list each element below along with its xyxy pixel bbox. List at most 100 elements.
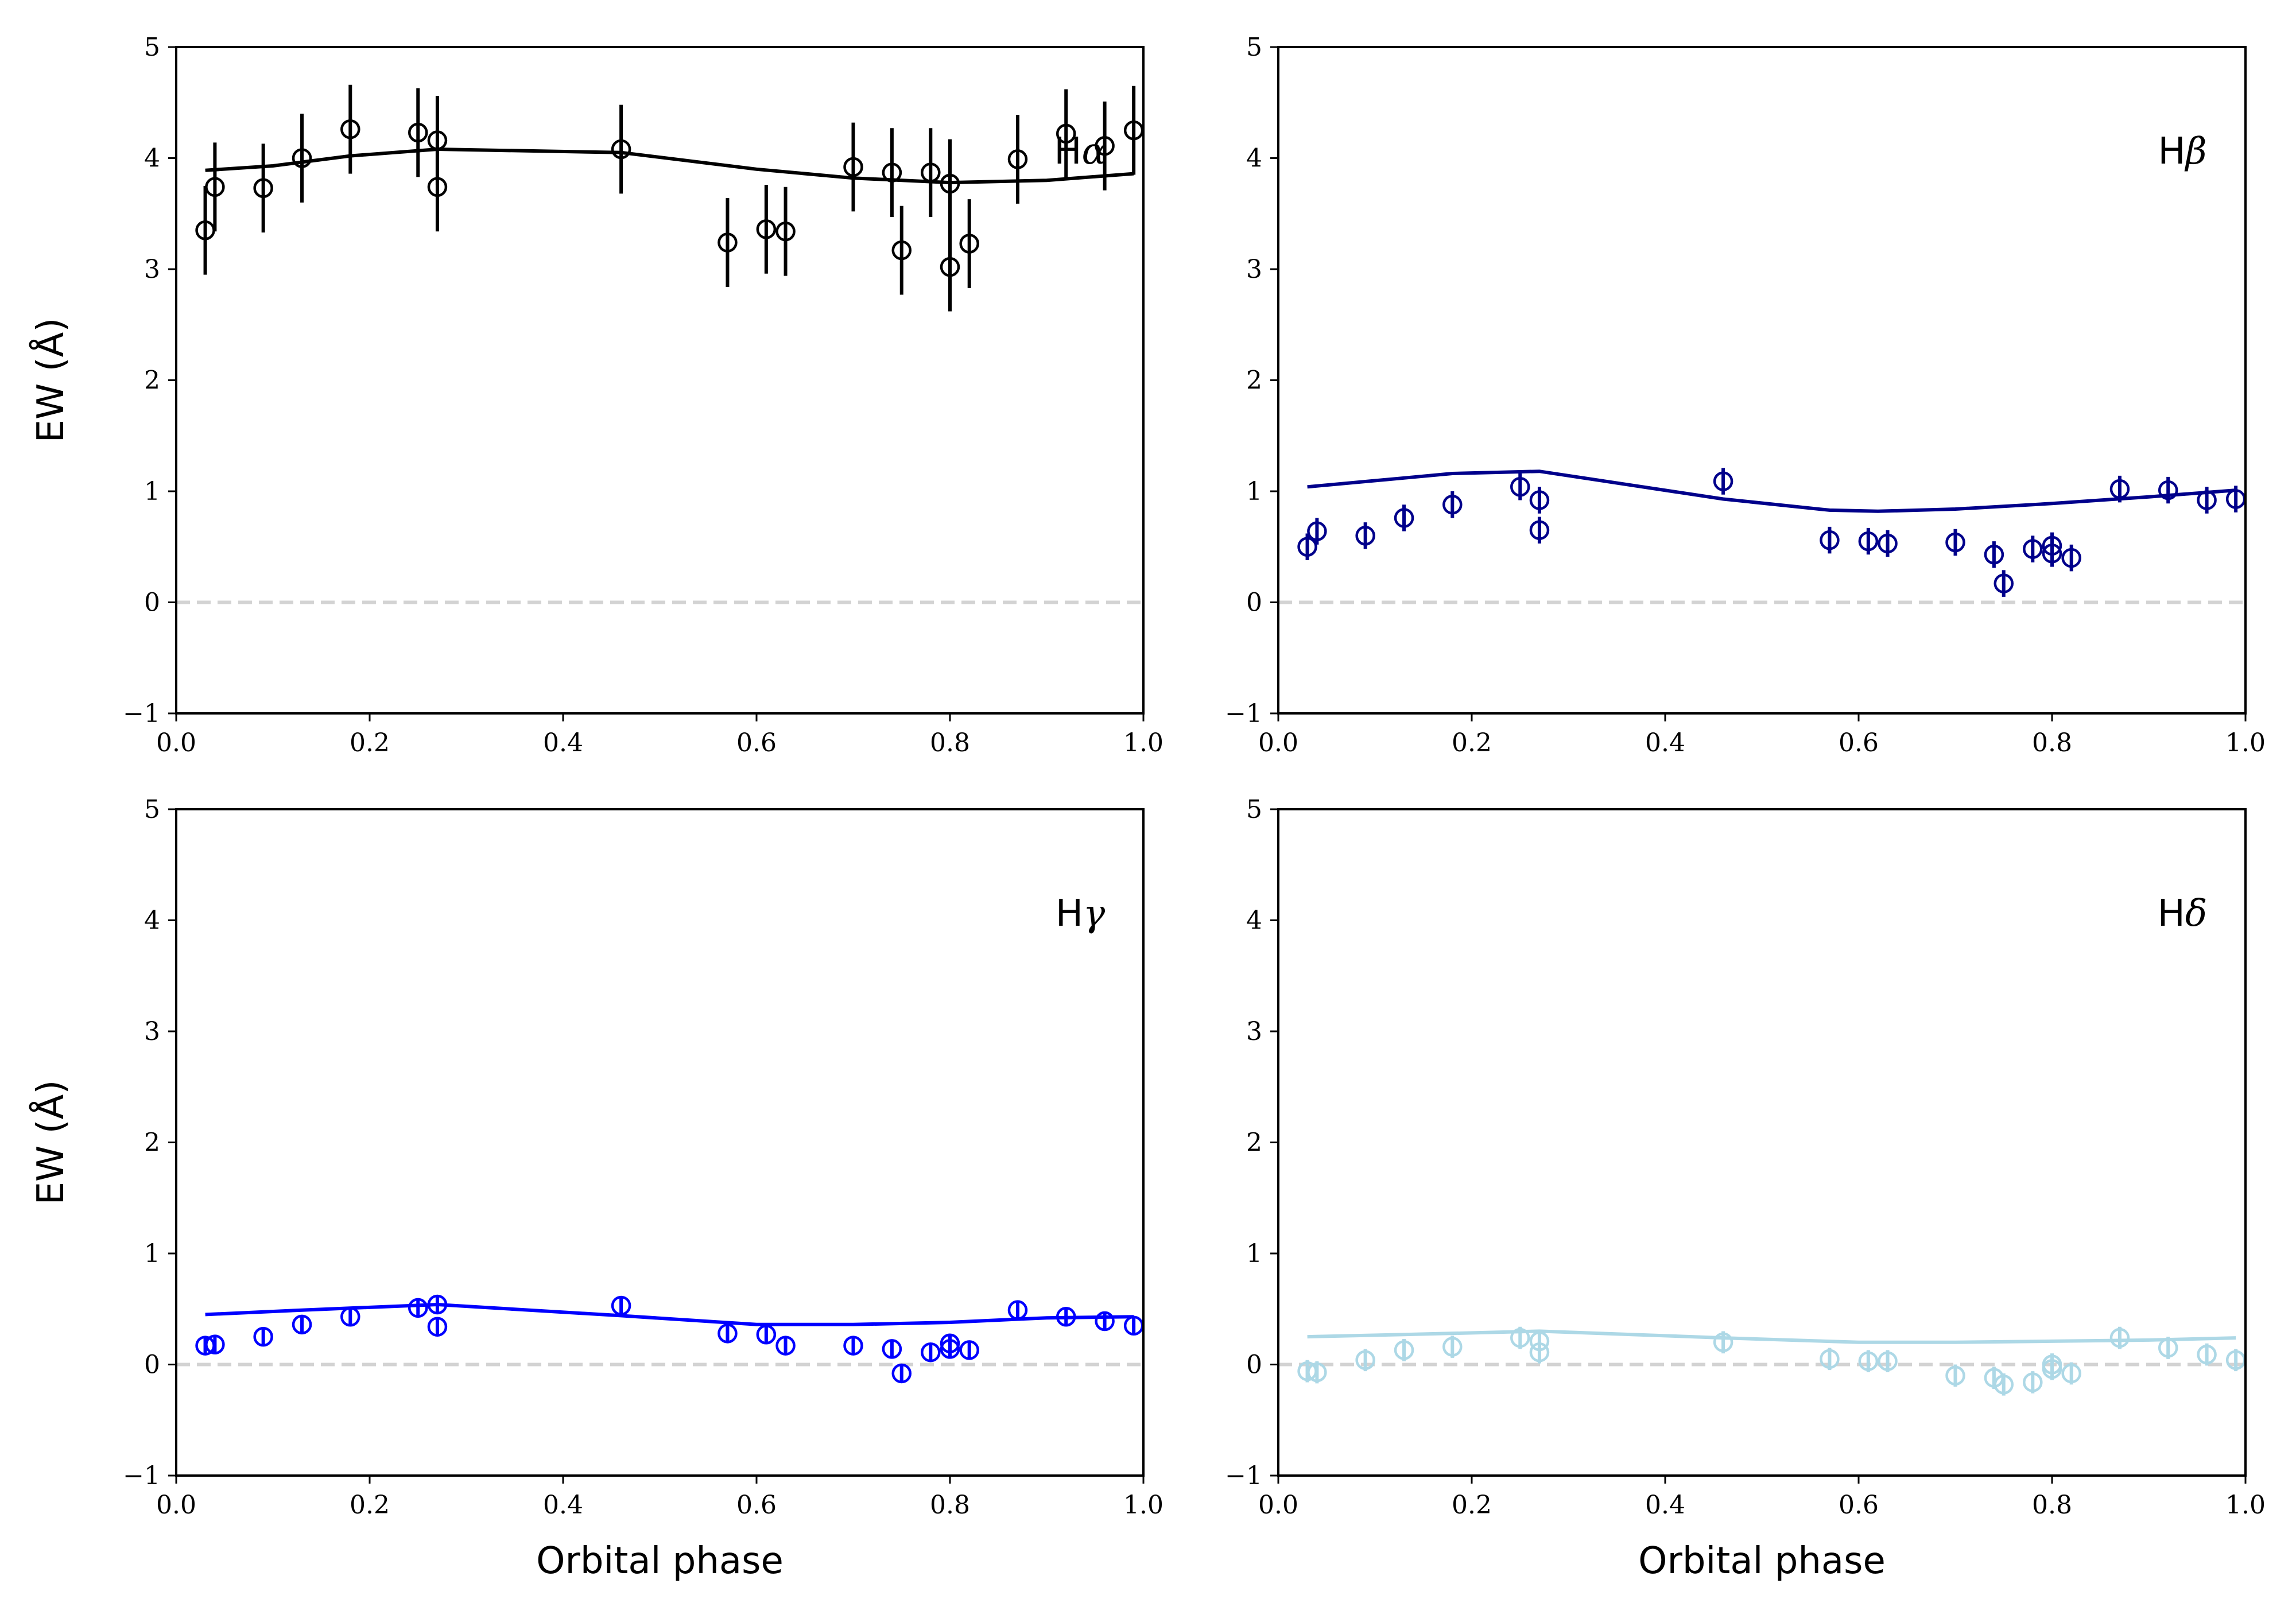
panel-label-prefix: H [1054,130,1081,173]
y-tick-label: 1 [144,477,160,506]
point-marker [1878,533,1898,554]
data-point [1713,468,1733,495]
data-point [882,1339,902,1359]
panel-bottom-left: 0.0 0.2 0.4 0.6 0.8 1.0 −1 0 1 2 3 4 5 Hγ EW (Å) Orbita… [29,795,1163,1582]
data-point [1820,1348,1840,1371]
point-marker [1820,530,1840,550]
panel-label-prefix: H [1056,892,1083,935]
data-point [756,1325,777,1345]
data-point [253,143,273,233]
data-point [1297,533,1317,560]
data-point [195,185,215,275]
point-marker [2042,1354,2062,1375]
x-tick-label: 0.6 [736,1490,777,1520]
y-tick-label: 5 [144,795,160,824]
point-marker [1297,537,1317,557]
axes-frame [1277,46,2247,715]
point-marker [940,1339,960,1359]
point-marker [2158,1338,2178,1358]
point-marker [1945,532,1965,553]
x-tick-label: 1.0 [2225,728,2266,758]
y-tick-label: 0 [1246,588,1262,618]
point-marker [1820,1349,1840,1369]
data-point [1307,1361,1327,1384]
y-tick-label: 2 [144,366,160,395]
data-point [427,1294,448,1315]
point-marker [1007,1300,1028,1320]
point-marker [340,119,360,139]
data-point [1007,115,1028,204]
data-point [1442,1336,1463,1358]
y-tick-label: 3 [144,255,160,284]
x-tick-label: 0.0 [1258,728,1298,758]
point-marker [843,157,863,177]
data-point [1994,570,2014,597]
point-marker [2023,1372,2043,1392]
axes-frame [1277,808,2247,1477]
point-marker [253,1326,273,1347]
point-marker [408,122,428,143]
x-tick-label: 1.0 [1123,728,1163,758]
point-marker [1442,494,1463,515]
data-point [843,122,863,212]
point-marker [427,1317,448,1337]
point-marker [921,1342,941,1363]
data-point [1394,1338,1414,1361]
point-marker [2109,1327,2130,1348]
panel-label-greek: α [1081,130,1106,173]
point-marker [1529,490,1550,510]
data-point [340,1307,360,1327]
data-point [1510,1326,1530,1349]
point-marker [427,177,448,197]
panel-bottom-right: 0.0 0.2 0.4 0.6 0.8 1.0 −1 0 1 2 3 4 5 Hδ Orbital phas… [1225,795,2266,1582]
panel-label-greek: β [2185,130,2207,173]
point-marker [2023,539,2043,559]
data-point [1007,1300,1028,1320]
y-tick-label: 3 [1246,255,1262,284]
point-marker [1858,1351,1879,1371]
y-tick-label: 0 [144,588,160,618]
x-tick-label: 0.8 [2032,1490,2072,1520]
point-marker [1442,1337,1463,1357]
y-tick-label: 4 [1246,144,1262,173]
data-point [2061,1362,2081,1385]
data-point [959,199,979,288]
x-tick-label: 1.0 [1123,1490,1163,1520]
data-point [1307,518,1327,545]
point-marker [1095,135,1115,156]
panel-label-greek: δ [2185,892,2208,935]
point-marker [940,173,960,194]
point-marker [1394,508,1414,528]
data-point [2158,476,2178,504]
data-point [205,1334,225,1354]
y-tick-label: 4 [144,144,160,173]
model-curve [1307,469,2236,513]
data-point [2225,1349,2246,1372]
data-point [408,1298,428,1318]
data-point [1529,487,1550,514]
panel-label-prefix: H [2158,892,2185,935]
point-marker [253,178,273,198]
data-point [775,187,796,276]
point-marker [1307,521,1327,541]
data-point [611,1295,631,1316]
data-point [1123,86,1144,175]
x-tick-label: 0.6 [1839,1490,1879,1520]
y-tick-label: 3 [1246,1017,1262,1046]
data-point [718,198,738,287]
data-point [2109,1326,2130,1349]
point-marker [1510,1327,1530,1348]
data-point [1529,517,1550,544]
y-tick-label: −1 [1225,1461,1262,1490]
data-point [427,1317,448,1337]
point-marker [1510,477,1530,497]
y-tick-label: −1 [1225,699,1262,728]
data-point [756,184,777,274]
point-marker [891,240,912,261]
x-tick-label: 0.8 [2032,728,2072,758]
data-point [1442,491,1463,518]
point-marker [1007,149,1028,169]
point-marker [775,1336,796,1356]
point-marker [1858,531,1879,552]
